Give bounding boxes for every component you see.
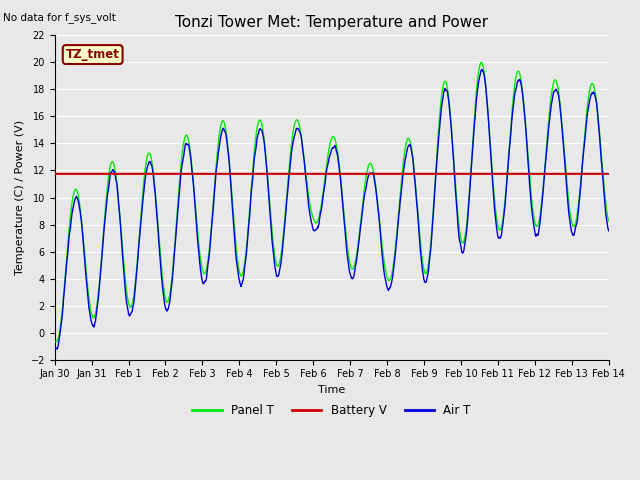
Title: Tonzi Tower Met: Temperature and Power: Tonzi Tower Met: Temperature and Power	[175, 15, 488, 30]
X-axis label: Time: Time	[318, 385, 345, 395]
Text: TZ_tmet: TZ_tmet	[66, 48, 120, 61]
Y-axis label: Temperature (C) / Power (V): Temperature (C) / Power (V)	[15, 120, 25, 275]
Legend: Panel T, Battery V, Air T: Panel T, Battery V, Air T	[188, 399, 476, 422]
Text: No data for f_sys_volt: No data for f_sys_volt	[3, 12, 116, 23]
